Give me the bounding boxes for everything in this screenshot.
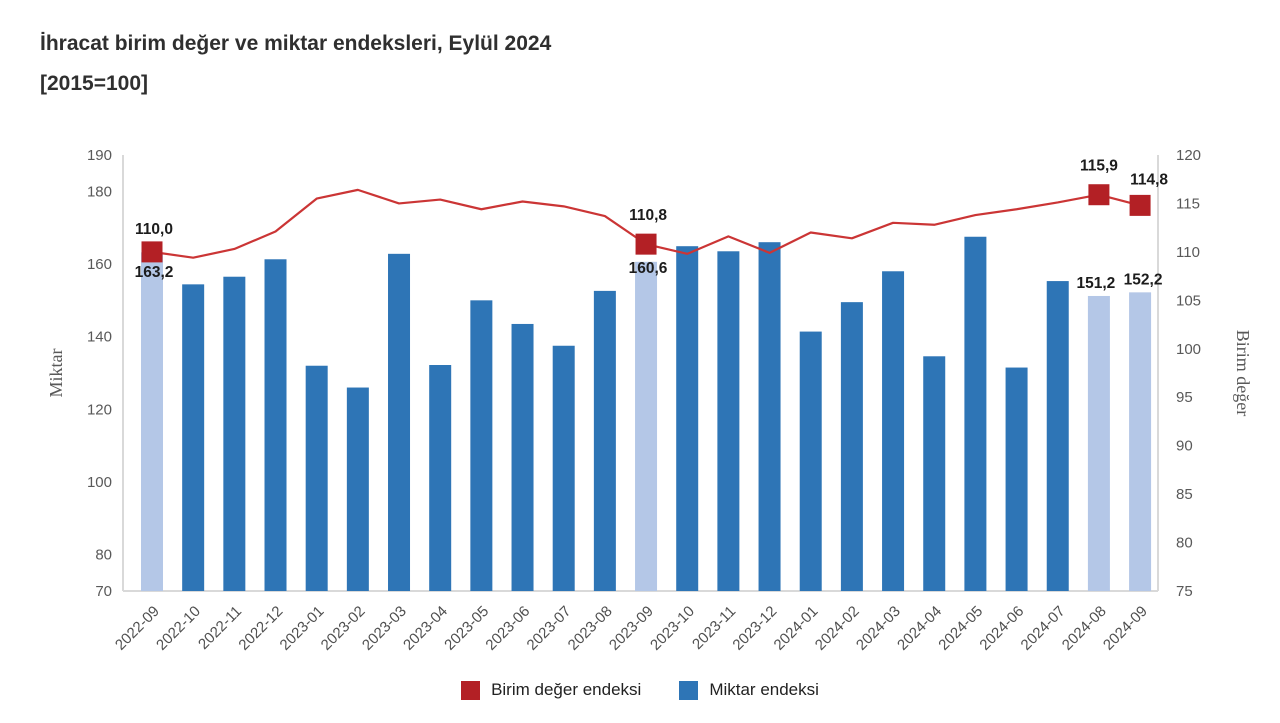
x-tick-label: 2024-04 [894,603,945,654]
bar-2024-02 [840,302,863,591]
x-tick-label: 2023-09 [606,603,657,654]
x-tick-label: 2023-06 [482,603,533,654]
legend-label-birim-deger: Birim değer endeksi [491,680,642,699]
y-right-tick-label: 110 [1176,244,1200,261]
x-tick-label: 2023-08 [565,603,616,654]
x-tick-label: 2023-04 [400,603,451,654]
bar-2024-05 [964,236,987,591]
x-tick-label: 2024-01 [771,603,822,654]
y-left-tick-label: 120 [87,401,112,418]
x-tick-label: 2024-05 [935,603,986,654]
y-left-tick-label: 160 [87,256,112,273]
y-right-tick-label: 105 [1176,292,1201,309]
annotation-163,2: 163,2 [135,264,174,281]
bar-2024-06 [1005,367,1028,591]
bar-2024-01 [799,331,822,591]
page-subtitle: [2015=100] [40,71,149,95]
bar-2024-04 [923,356,946,591]
annotation-110,8: 110,8 [629,207,667,224]
bar-2023-05 [470,300,493,591]
bar-2023-09 [635,261,658,591]
legend-item-miktar: Miktar endeksi [679,680,819,700]
x-tick-label: 2023-02 [318,603,369,654]
y-left-tick-label: 100 [87,474,112,491]
x-tick-label: 2024-03 [853,603,904,654]
bar-2023-12 [758,242,781,591]
x-tick-label: 2022-12 [235,603,286,654]
line-marker-2023-09 [635,233,657,255]
y-right-tick-label: 95 [1176,389,1193,406]
page-title: İhracat birim değer ve miktar endeksleri… [40,32,552,55]
y-left-tick-label: 180 [87,183,112,200]
bar-2022-09 [141,252,163,591]
bar-2023-10 [676,246,699,592]
legend-label-miktar: Miktar endeksi [709,680,819,699]
x-tick-label: 2024-07 [1018,603,1069,654]
annotation-114,8: 114,8 [1130,171,1168,188]
y-right-tick-label: 80 [1176,535,1193,552]
bar-2024-07 [1046,281,1069,591]
annotation-151,2: 151,2 [1077,275,1116,292]
bar-2023-07 [552,345,575,591]
y-right-tick-label: 115 [1176,195,1200,212]
bar-2024-08 [1087,295,1110,591]
y-right-tick-label: 75 [1176,583,1193,600]
x-tick-label: 2022-09 [112,603,163,654]
y-left-tick-label: 140 [87,329,112,346]
legend-swatch-red [461,680,481,700]
bar-2024-09 [1129,292,1152,591]
annotation-160,6: 160,6 [629,260,668,277]
y-left-tick-label: 190 [87,147,112,164]
bar-2023-02 [346,387,369,591]
annotation-115,9: 115,9 [1080,158,1118,175]
line-marker-2024-08 [1088,184,1110,206]
x-tick-label: 2023-12 [729,603,780,654]
legend-item-birim-deger: Birim değer endeksi [461,680,641,700]
right-axis-title: Birim değer [1233,330,1253,416]
left-axis-title: Miktar [46,349,66,398]
line-marker-2024-09 [1129,194,1151,216]
combo-chart: 190 180 160 140 120 100 80 70 120 115 110 105 100 95 9… [46,147,1253,654]
x-tick-label: 2023-01 [277,603,328,654]
y-right-tick-label: 100 [1176,341,1201,358]
y-right-tick-label: 85 [1176,486,1193,503]
bar-2023-06 [511,323,534,591]
x-tick-label: 2024-02 [812,603,863,654]
bar-2022-11 [223,276,246,591]
x-tick-label: 2023-05 [441,603,492,654]
y-left-tick-label: 80 [95,547,112,564]
x-tick-label: 2023-10 [647,603,698,654]
x-tick-label: 2024-06 [976,603,1027,654]
y-right-tick-label: 90 [1176,438,1193,455]
y-left-tick-label: 70 [95,583,112,600]
bar-2023-08 [593,290,616,591]
legend-swatch-blue [679,680,699,700]
bar-2022-10 [182,284,205,591]
bar-2023-04 [429,365,452,591]
x-tick-label: 2023-07 [524,603,575,654]
x-tick-label: 2022-10 [153,603,204,654]
bar-2023-11 [717,251,740,592]
annotation-152,2: 152,2 [1124,271,1163,288]
bar-2023-01 [305,365,328,591]
bar-2024-03 [882,271,905,591]
x-tick-label: 2024-09 [1100,603,1151,654]
line-marker-2022-09 [141,241,163,263]
title-block: İhracat birim değer ve miktar endeksleri… [40,24,551,104]
x-tick-label: 2023-03 [359,603,410,654]
bar-2022-12 [264,259,287,591]
x-tick-label: 2022-11 [195,603,245,653]
x-tick-label: 2023-11 [689,603,739,653]
bar-2023-03 [388,253,411,591]
x-tick-label: 2024-08 [1059,603,1110,654]
y-right-tick-label: 120 [1176,147,1201,164]
annotation-110,0: 110,0 [135,221,173,238]
chart-legend: Birim değer endeksi Miktar endeksi [0,680,1280,700]
